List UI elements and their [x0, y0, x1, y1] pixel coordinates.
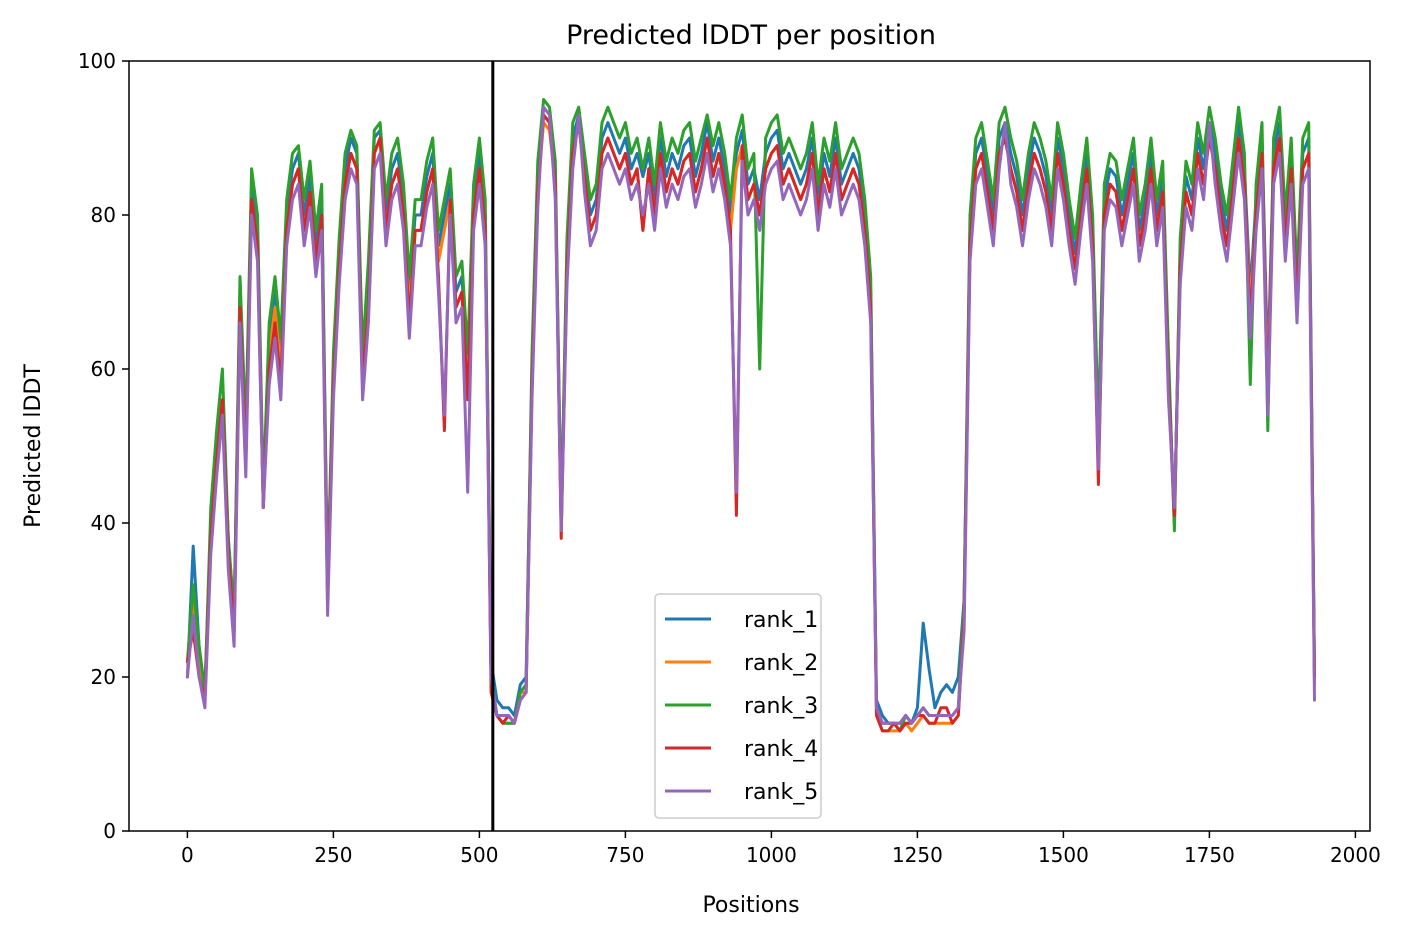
legend-label-rank_2: rank_2	[744, 651, 818, 676]
y-tick-label: 60	[91, 357, 116, 381]
y-tick-label: 40	[91, 511, 116, 535]
y-tick-label: 100	[78, 49, 116, 73]
legend-label-rank_1: rank_1	[744, 608, 818, 633]
x-axis-title: Positions	[702, 893, 799, 918]
x-tick-label: 1750	[1184, 843, 1235, 867]
series-line-rank_5	[185, 105, 1316, 725]
chart-title: Predicted lDDT per position	[566, 20, 936, 51]
series-line-rank_4	[185, 113, 1316, 733]
x-tick-label: 1250	[892, 843, 943, 867]
legend-label-rank_5: rank_5	[744, 780, 818, 805]
legend-label-rank_3: rank_3	[744, 694, 818, 719]
x-tick-label: 250	[314, 843, 352, 867]
legend: rank_1 rank_2 rank_3 rank_4 rank_5	[654, 593, 822, 819]
x-tick-label: 750	[606, 843, 644, 867]
x-tick-label: 1000	[746, 843, 797, 867]
y-tick-label: 20	[91, 665, 116, 689]
y-tick-label: 0	[103, 819, 116, 843]
x-tick-label: 0	[181, 843, 194, 867]
legend-box	[654, 593, 822, 819]
series-layer	[185, 98, 1316, 733]
legend-label-rank_4: rank_4	[744, 737, 818, 762]
series-line-rank_3	[185, 98, 1316, 733]
x-tick-label: 2000	[1330, 843, 1381, 867]
x-tick-label: 1500	[1038, 843, 1089, 867]
y-axis: 0 20 40 60 80 100	[78, 49, 129, 843]
y-axis-title: Predicted lDDT	[21, 364, 46, 528]
x-tick-label: 500	[460, 843, 498, 867]
y-tick-label: 80	[91, 203, 116, 227]
plot-area	[128, 60, 1371, 832]
x-axis: 0 250 500 750 1000 1250 1500 1750 2000	[181, 831, 1381, 867]
